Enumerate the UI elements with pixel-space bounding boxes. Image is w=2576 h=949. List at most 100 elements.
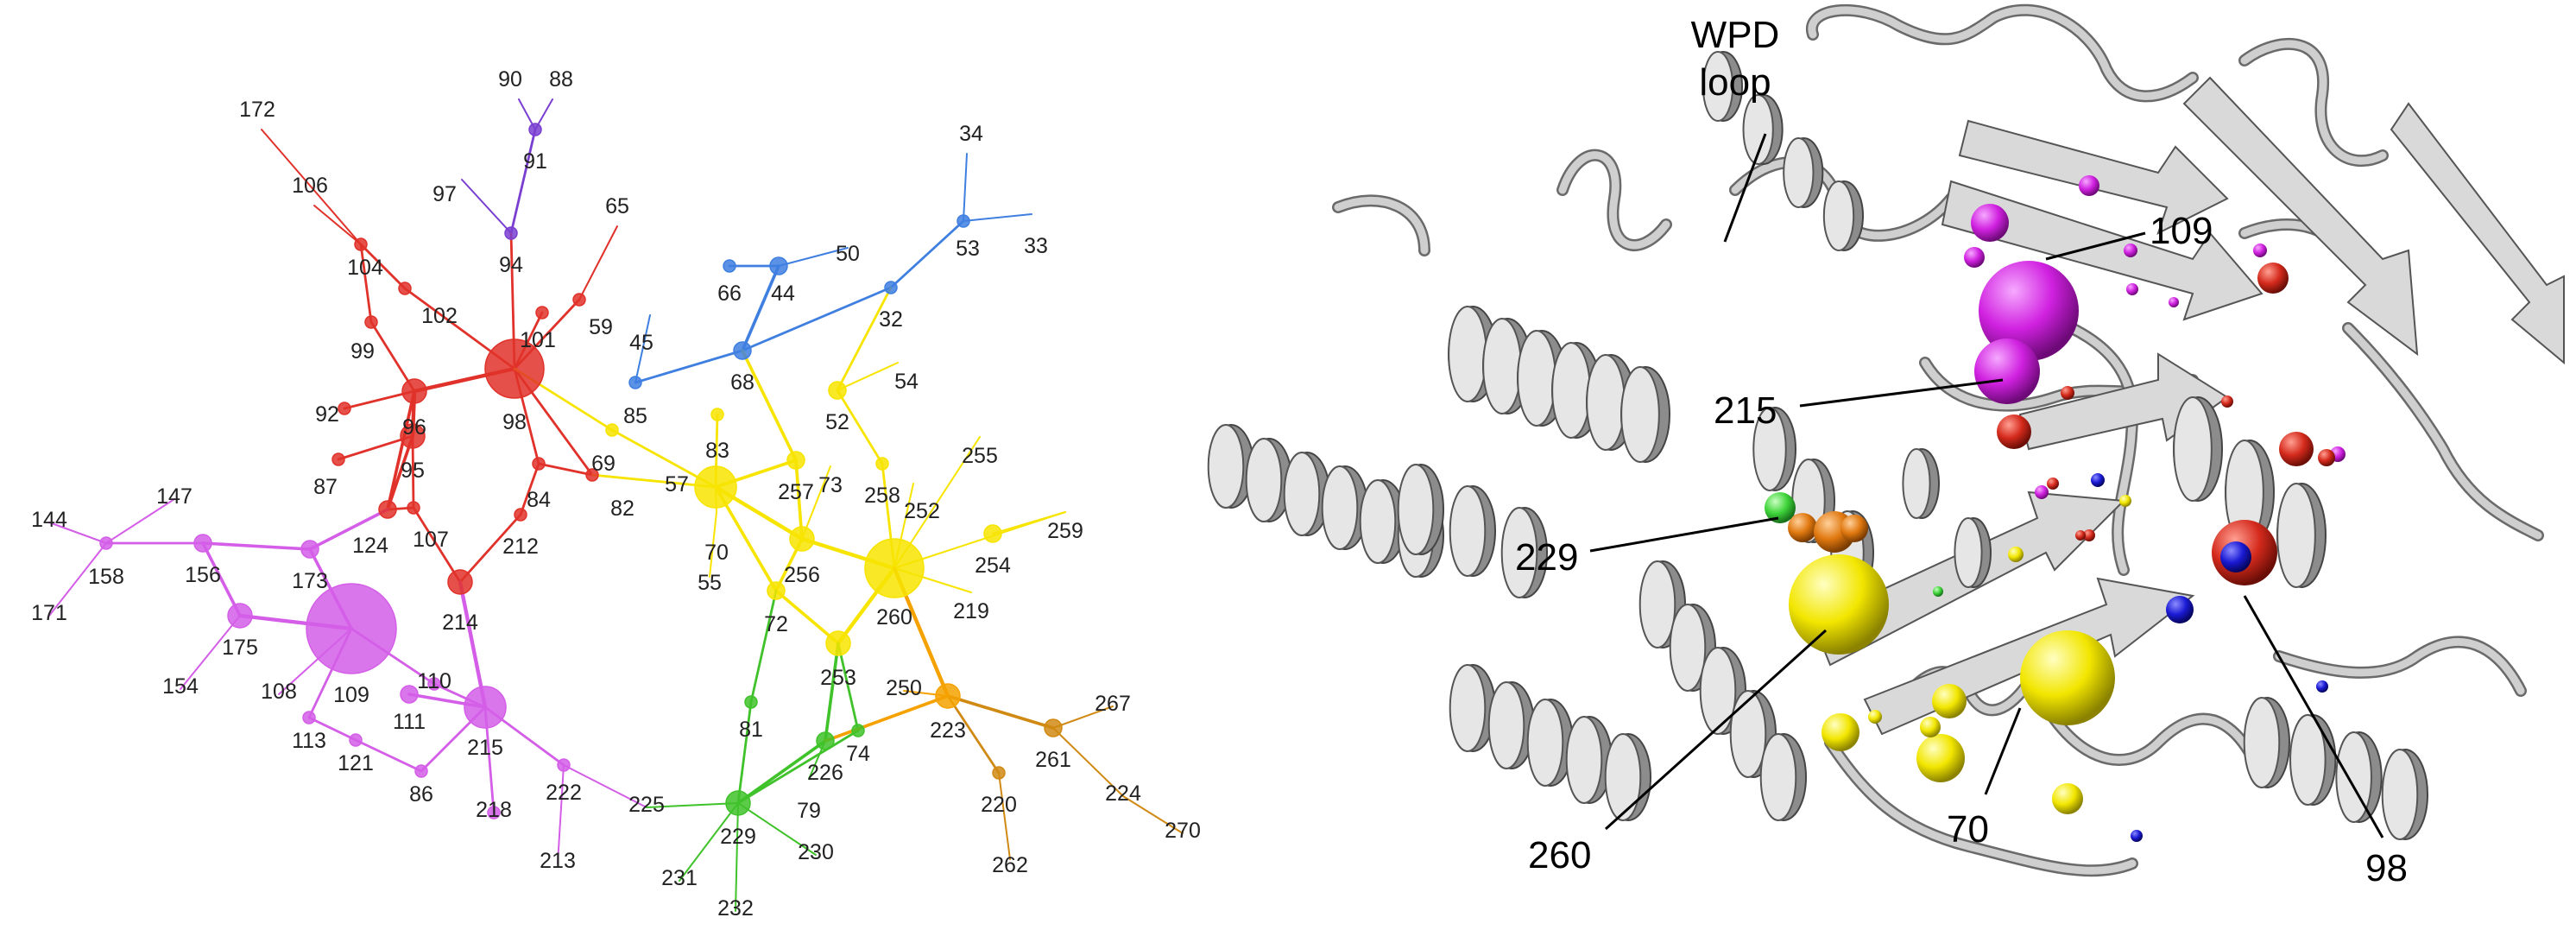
residue-sphere-magenta-10 <box>2253 244 2267 257</box>
residue-sphere-magenta-7 <box>2169 297 2179 307</box>
network-label-99: 99 <box>350 339 375 364</box>
helix-1-turn-1 <box>1245 438 1283 522</box>
network-label-124: 124 <box>352 534 388 558</box>
network-node-101 <box>535 306 549 319</box>
network-edge-68-257 <box>741 349 798 462</box>
network-label-106: 106 <box>292 174 328 198</box>
network-edge-229-231 <box>679 802 739 882</box>
network-node-253 <box>825 630 851 656</box>
helix-8-turn-3 <box>2381 749 2419 840</box>
network-label-96: 96 <box>402 415 426 440</box>
network-label-230: 230 <box>798 840 834 864</box>
network-label-270: 270 <box>1165 819 1201 843</box>
network-edge-33-53 <box>963 213 1032 222</box>
label-residue-98: 98 <box>2365 847 2408 889</box>
network-label-79: 79 <box>797 799 821 823</box>
network-edge-104-99 <box>359 243 373 324</box>
residue-spheres <box>1765 175 2346 842</box>
network-edge-44-68 <box>741 264 780 352</box>
leader-260 <box>1604 629 1828 831</box>
network-label-97: 97 <box>432 182 457 206</box>
network-label-86: 86 <box>409 782 433 807</box>
network-edge-32-52 <box>836 286 893 392</box>
network-label-94: 94 <box>499 253 523 277</box>
network-node-84 <box>532 457 546 471</box>
network-label-101: 101 <box>520 328 556 352</box>
residue-sphere-yellow-28 <box>2008 547 2024 562</box>
network-node-261 <box>1044 718 1063 737</box>
network-label-252: 252 <box>904 499 940 523</box>
label-residue-215: 215 <box>1714 389 1777 432</box>
residue-sphere-magenta-3 <box>1964 247 1985 268</box>
label-residue-260: 260 <box>1528 834 1591 876</box>
network-node-102 <box>398 282 412 295</box>
network-label-68: 68 <box>730 370 754 395</box>
network-label-53: 53 <box>956 237 980 261</box>
network-label-261: 261 <box>1035 748 1071 772</box>
network-edge-91-94 <box>509 128 537 235</box>
network-label-147: 147 <box>156 484 193 509</box>
network-node-66 <box>723 259 736 273</box>
network-edge-223-261 <box>946 694 1055 730</box>
network-node-87 <box>331 452 345 466</box>
network-label-260: 260 <box>876 605 912 630</box>
coil-ribbons <box>1332 3 2544 877</box>
alpha-helices <box>1207 51 2428 840</box>
helix-4-turn-2 <box>1699 647 1737 735</box>
network-label-257: 257 <box>778 480 814 504</box>
network-label-223: 223 <box>930 718 966 743</box>
residue-sphere-magenta-6 <box>2126 283 2138 295</box>
helix-0-turn-1 <box>1482 318 1522 414</box>
helix-9-turn-1 <box>1954 517 1983 588</box>
network-node-158 <box>99 536 113 550</box>
network-node-229 <box>725 790 751 816</box>
helix-1-turn-0 <box>1207 424 1245 509</box>
network-edge-172-104 <box>261 129 362 245</box>
network-label-50: 50 <box>836 242 860 266</box>
network-label-85: 85 <box>623 404 647 428</box>
network-node-223 <box>935 683 961 709</box>
network-label-219: 219 <box>953 599 989 623</box>
network-edge-55-70 <box>709 511 717 578</box>
network-node-256 <box>789 526 815 552</box>
network-node-44 <box>769 256 788 275</box>
residue-sphere-green-34 <box>1765 492 1796 523</box>
residue-sphere-yellow-22 <box>2020 630 2115 725</box>
helix-2-turn-0 <box>1397 464 1435 555</box>
network-node-254 <box>983 524 1002 543</box>
network-node-226 <box>816 731 835 750</box>
helix-4-turn-1 <box>1669 604 1707 692</box>
label-wpd-loop-line1: WPD <box>1691 14 1780 56</box>
network-label-218: 218 <box>476 798 512 822</box>
helix-3-turn-1 <box>1742 94 1774 165</box>
helix-3-turn-0 <box>1702 51 1734 122</box>
network-label-44: 44 <box>771 282 795 306</box>
helix-8-turn-1 <box>2289 714 2327 806</box>
network-node-86 <box>414 764 428 778</box>
network-edge-253-226 <box>824 642 840 743</box>
residue-sphere-orange-33 <box>1840 515 1868 542</box>
helix-2-turn-1 <box>1449 485 1487 577</box>
network-node-104 <box>354 237 368 251</box>
network-label-88: 88 <box>549 67 573 92</box>
network-edge-156-175 <box>201 541 242 617</box>
network-edge-226-229 <box>736 739 827 805</box>
network-label-98: 98 <box>502 410 527 434</box>
leader-229 <box>1589 516 1779 553</box>
label-residue-109: 109 <box>2150 210 2213 252</box>
network-label-69: 69 <box>591 452 616 476</box>
network-label-54: 54 <box>894 370 919 394</box>
helix-0-turn-3 <box>1551 342 1591 439</box>
network-label-32: 32 <box>879 307 903 332</box>
network-label-104: 104 <box>347 256 383 280</box>
helix-8-turn-0 <box>2243 697 2281 788</box>
network-label-110: 110 <box>417 669 451 693</box>
leader-98 <box>2243 595 2384 838</box>
leader-70 <box>1984 707 2022 795</box>
helix-5-turn-4 <box>1604 733 1642 821</box>
network-edge-222-225 <box>563 764 647 808</box>
network-label-212: 212 <box>502 535 539 559</box>
network-label-59: 59 <box>589 315 613 339</box>
network-edge-52-258 <box>836 389 884 465</box>
